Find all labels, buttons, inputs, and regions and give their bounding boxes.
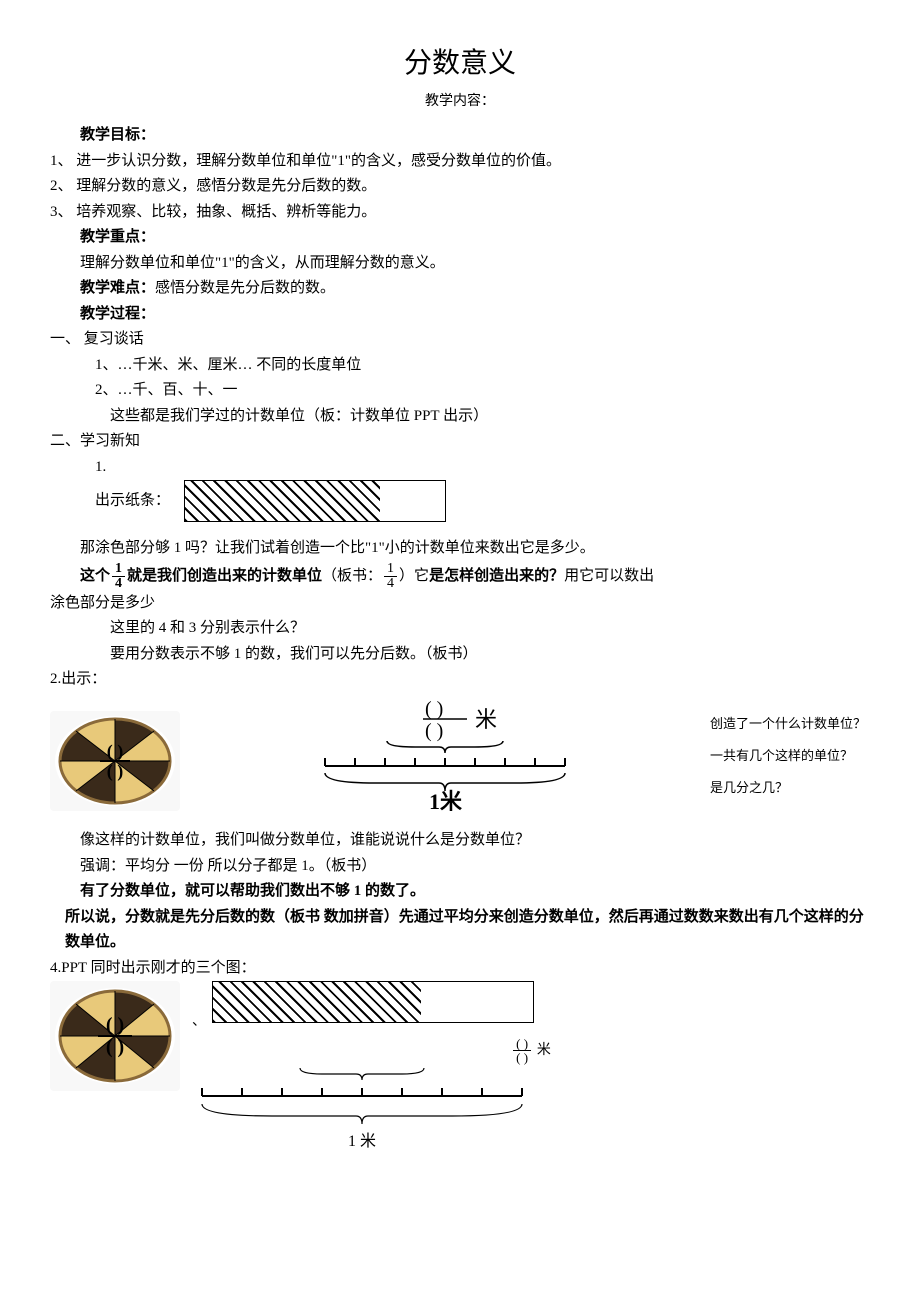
fraction-1-4-b: 14: [384, 562, 397, 591]
paper-strip-2-shaded: [213, 982, 421, 1022]
side-q3: 是几分之几？: [710, 777, 870, 799]
strip-row: 出示纸条：: [50, 480, 870, 522]
fraction-1-4-a: 14: [112, 562, 125, 591]
focus-text: 理解分数单位和单位"1"的含义，从而理解分数的意义。: [50, 251, 870, 277]
frac-num: 1: [112, 562, 125, 577]
new1-tail: 涂色部分是多少: [50, 591, 870, 617]
new2-p4: 所以说，分数就是先分后数的数（板书 数加拼音）先通过平均分来创造分数单位，然后再…: [50, 905, 870, 956]
review-3: 这些都是我们学过的计数单位（板：计数单位 PPT 出示）: [50, 404, 870, 430]
difficulty-text: 感悟分数是先分后数的数。: [155, 280, 335, 296]
subtitle: 教学内容：: [50, 90, 870, 114]
heading-difficulty: 教学难点：感悟分数是先分后数的数。: [50, 276, 870, 302]
pizza-image: ( ) ( ): [50, 711, 180, 811]
new1-q3: 要用分数表示不够 1 的数，我们可以先分后数。（板书）: [50, 642, 870, 668]
l2-a: 这个: [80, 568, 110, 584]
page-title: 分数意义: [50, 40, 870, 88]
svg-text:( ): ( ): [425, 701, 443, 720]
ruler-bottom-label: 1米: [429, 789, 463, 811]
example-2-row: ( ) ( ) ( ) ( ) 米 1: [50, 701, 870, 821]
goal-1: 1、 进一步认识分数，理解分数单位和单位"1"的含义，感受分数单位的价值。: [50, 149, 870, 175]
paper-strip-2: [212, 981, 534, 1023]
pizza-fraction-overlay: ( ) ( ): [100, 742, 130, 780]
pizza-image-2: ( ) ( ): [50, 981, 180, 1091]
new1-label: 1.: [50, 455, 870, 481]
new4-label: 4.PPT 同时出示刚才的三个图：: [50, 956, 870, 982]
heading-goal: 教学目标：: [50, 123, 870, 149]
review-1: 1、…千米、米、厘米… 不同的长度单位: [50, 353, 870, 379]
difficulty-label: 教学难点：: [80, 280, 155, 296]
ruler-diagram: ( ) ( ) 米 1米: [200, 701, 690, 821]
ruler-diagram-2: 1 米: [192, 1064, 532, 1154]
goal-2: 2、 理解分数的意义，感悟分数是先分后数的数。: [50, 174, 870, 200]
new1-q1: 那涂色部分够 1 吗？让我们试着创造一个比"1"小的计数单位来数出它是多少。: [50, 536, 870, 562]
paper-strip-shaded: [185, 481, 380, 521]
comma: 、: [192, 1010, 206, 1034]
heading-review: 一、 复习谈话: [50, 327, 870, 353]
small-unit: 米: [537, 1043, 551, 1058]
side-q2: 一共有几个这样的单位？: [710, 745, 870, 767]
heading-focus: 教学重点：: [50, 225, 870, 251]
heading-new: 二、学习新知: [50, 429, 870, 455]
svg-text:( ): ( ): [425, 720, 443, 742]
new1-q2: 这里的 4 和 3 分别表示什么？: [50, 616, 870, 642]
small-fraction-label: ( ) ( ) 米: [192, 1037, 870, 1064]
l2-b: 就是我们创造出来的计数单位: [127, 568, 322, 584]
paper-strip: [184, 480, 446, 522]
new1-line2: 这个14就是我们创造出来的计数单位（板书：14）它是怎样创造出来的？用它可以数出: [50, 562, 870, 591]
goal-3: 3、 培养观察、比较，抽象、概括、辨析等能力。: [50, 200, 870, 226]
l2-c: （板书：: [322, 568, 382, 584]
section-4-figures: ( ) ( ) 、 ( ) ( ) 米: [50, 981, 870, 1164]
frac-den-2: 4: [384, 577, 397, 591]
new2-p1: 像这样的计数单位，我们叫做分数单位，谁能说说什么是分数单位？: [50, 828, 870, 854]
new2-p2: 强调：平均分 一份 所以分子都是 1。（板书）: [50, 854, 870, 880]
ruler-unit-top: 米: [475, 707, 497, 732]
side-questions: 创造了一个什么计数单位？ 一共有几个这样的单位？ 是几分之几？: [710, 713, 870, 809]
l2-d: ）它: [399, 568, 429, 584]
new2-p3: 有了分数单位，就可以帮助我们数出不够 1 的数了。: [50, 879, 870, 905]
frac-num-2: 1: [384, 562, 397, 577]
frac-den: 4: [112, 577, 125, 591]
l2-e: 是怎样创造出来的？: [429, 568, 564, 584]
side-q1: 创造了一个什么计数单位？: [710, 713, 870, 735]
heading-process: 教学过程：: [50, 302, 870, 328]
ruler-2-bottom: 1 米: [348, 1132, 376, 1150]
l2-f: 用它可以数出: [564, 568, 654, 584]
review-2: 2、…千、百、十、一: [50, 378, 870, 404]
pizza-fraction-overlay-2: ( ) ( ): [98, 1015, 132, 1057]
new2-label: 2.出示：: [50, 667, 870, 693]
show-strip-label: 出示纸条：: [95, 493, 170, 509]
